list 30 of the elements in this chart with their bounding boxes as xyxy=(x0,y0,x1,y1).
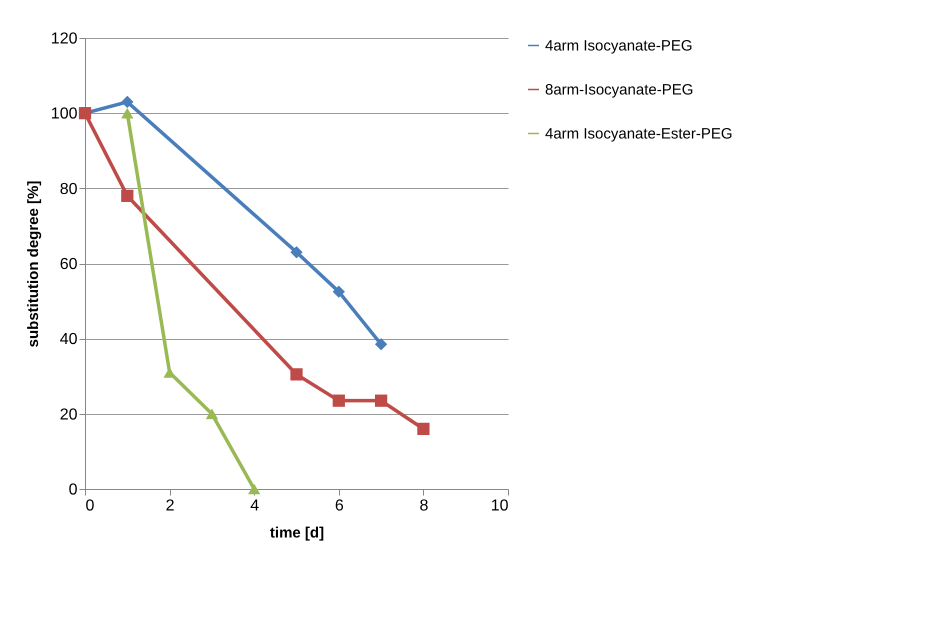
point xyxy=(374,338,388,350)
legend-label: 8arm-Isocyanate-PEG xyxy=(545,82,694,98)
y-tick-label: 80 xyxy=(60,180,78,198)
point xyxy=(417,422,430,435)
point xyxy=(248,484,260,494)
x-tick-label: 0 xyxy=(86,498,94,514)
legend-label: 4arm Isocyanate-Ester-PEG xyxy=(545,126,733,142)
x-axis-title: time [d] xyxy=(270,524,324,542)
x-tick-label: 4 xyxy=(250,498,260,514)
y-tick-label: 100 xyxy=(50,106,78,123)
x-tick-label: 10 xyxy=(490,498,509,514)
y-axis-title: substitution degree [%] xyxy=(24,180,42,348)
x-tick-label: 8 xyxy=(419,498,428,514)
x-tick-label: 6 xyxy=(334,498,344,514)
point xyxy=(206,408,218,420)
point xyxy=(121,190,134,202)
y-tick-label: 20 xyxy=(60,406,78,424)
y-tick-label: 120 xyxy=(50,30,78,48)
y-tick-label: 40 xyxy=(60,331,78,348)
y-tick-label: 0 xyxy=(68,482,78,498)
point xyxy=(374,394,388,407)
point xyxy=(121,108,134,118)
point xyxy=(332,394,345,407)
point xyxy=(332,286,345,298)
y-tick-label: 60 xyxy=(60,256,78,273)
point xyxy=(290,246,303,258)
point xyxy=(290,368,303,380)
x-tick-label: 2 xyxy=(166,498,175,514)
legend-label: 4arm Isocyanate-PEG xyxy=(545,38,693,54)
point xyxy=(121,96,134,108)
